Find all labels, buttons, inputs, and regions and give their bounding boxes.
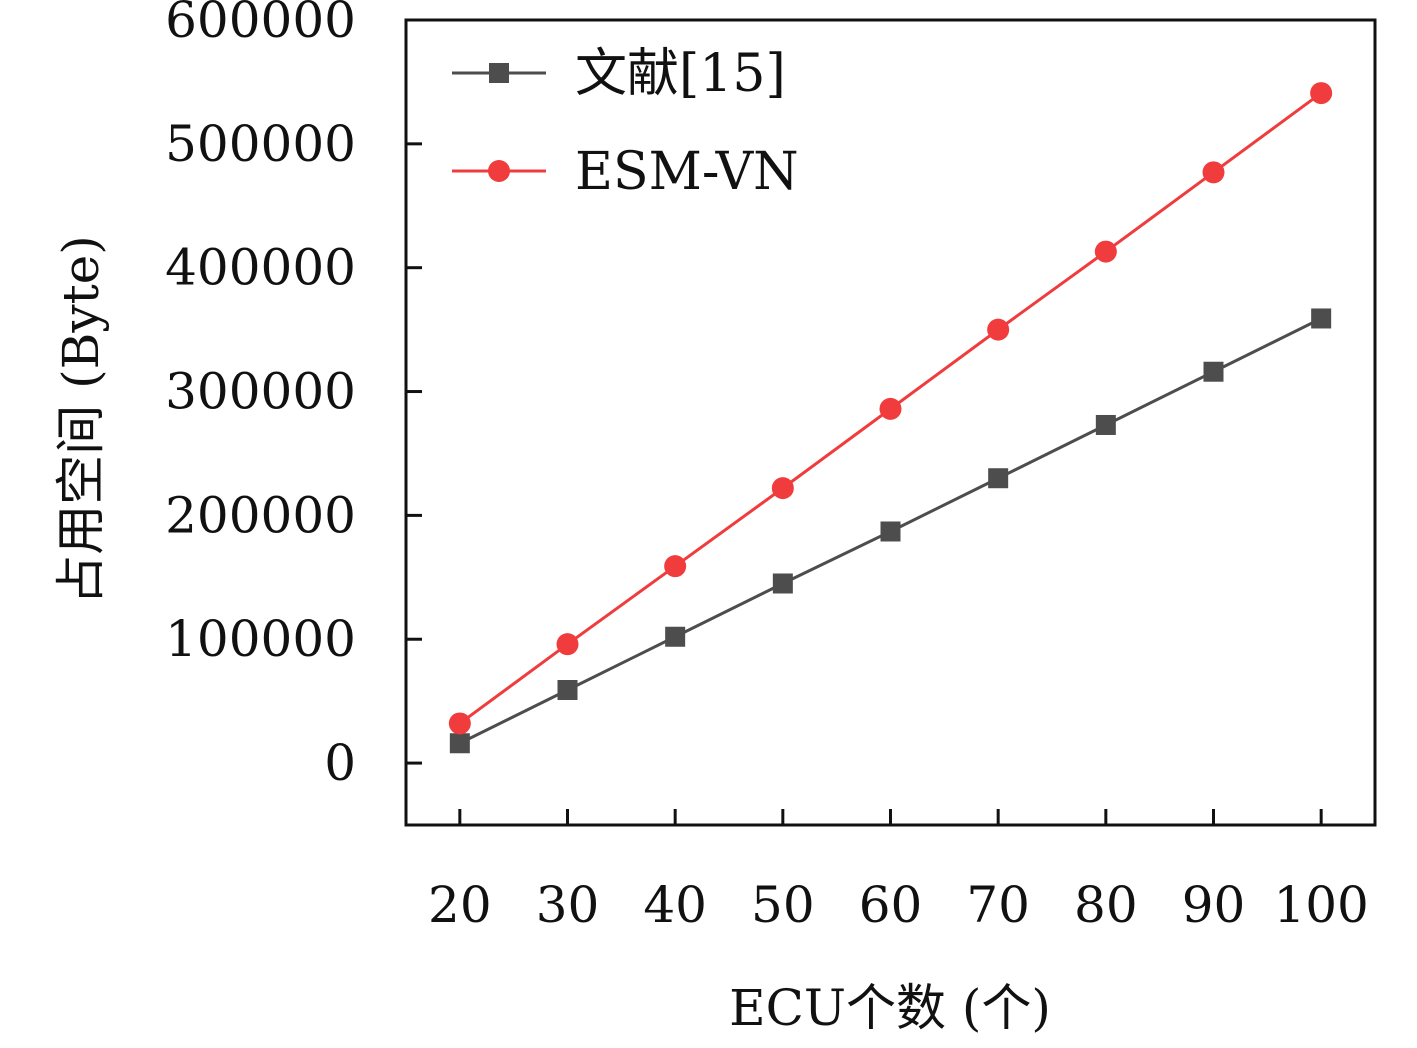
data-point	[772, 573, 793, 594]
axis-ticks: 0 100000 200000 300000 400000 500000 600000 20 3…	[165, 0, 1369, 934]
data-point	[879, 397, 902, 420]
data-point	[448, 712, 471, 735]
legend: 文献[15] ESM-VN	[452, 44, 799, 202]
x-axis-title: ECU个数 (个)	[729, 979, 1051, 1037]
x-tick-label: 20	[428, 876, 492, 934]
data-point	[449, 733, 470, 754]
data-point	[1094, 240, 1117, 263]
y-tick-label: 100000	[165, 610, 356, 668]
series-1	[449, 308, 1332, 754]
data-point	[664, 555, 687, 578]
data-point	[1310, 82, 1333, 105]
legend-marker	[489, 63, 509, 83]
x-tick-label: 70	[966, 876, 1030, 934]
data-point	[1202, 161, 1225, 184]
data-point	[771, 477, 794, 500]
legend-label: ESM-VN	[575, 142, 799, 202]
x-tick-label: 90	[1182, 876, 1246, 934]
x-tick-label: 50	[751, 876, 815, 934]
data-point	[987, 318, 1010, 341]
data-point	[556, 633, 579, 656]
y-tick-label: 400000	[165, 239, 356, 297]
x-tick-label: 40	[643, 876, 707, 934]
x-tick-label: 100	[1273, 876, 1368, 934]
data-point	[988, 468, 1009, 489]
legend-item: ESM-VN	[452, 142, 799, 202]
y-tick-label: 200000	[165, 486, 356, 544]
plot-area-frame	[404, 18, 1377, 827]
y-axis-title: 占用空间 (Byte)	[52, 235, 110, 605]
data-point	[665, 626, 686, 647]
x-tick-label: 80	[1074, 876, 1138, 934]
y-tick-label: 300000	[165, 363, 356, 421]
legend-label: 文献[15]	[575, 44, 786, 104]
legend-item: 文献[15]	[452, 44, 786, 104]
x-tick-label: 60	[859, 876, 923, 934]
data-point	[557, 680, 578, 701]
legend-marker	[488, 160, 510, 182]
y-tick-label: 500000	[165, 115, 356, 173]
data-point	[1311, 308, 1332, 329]
data-point	[1203, 361, 1224, 382]
series-layer	[448, 82, 1333, 754]
y-tick-label: 600000	[165, 0, 356, 49]
data-point	[880, 521, 901, 542]
y-tick-label: 0	[324, 734, 356, 792]
x-tick-label: 30	[536, 876, 600, 934]
series-2	[448, 82, 1333, 735]
data-point	[1095, 414, 1116, 435]
